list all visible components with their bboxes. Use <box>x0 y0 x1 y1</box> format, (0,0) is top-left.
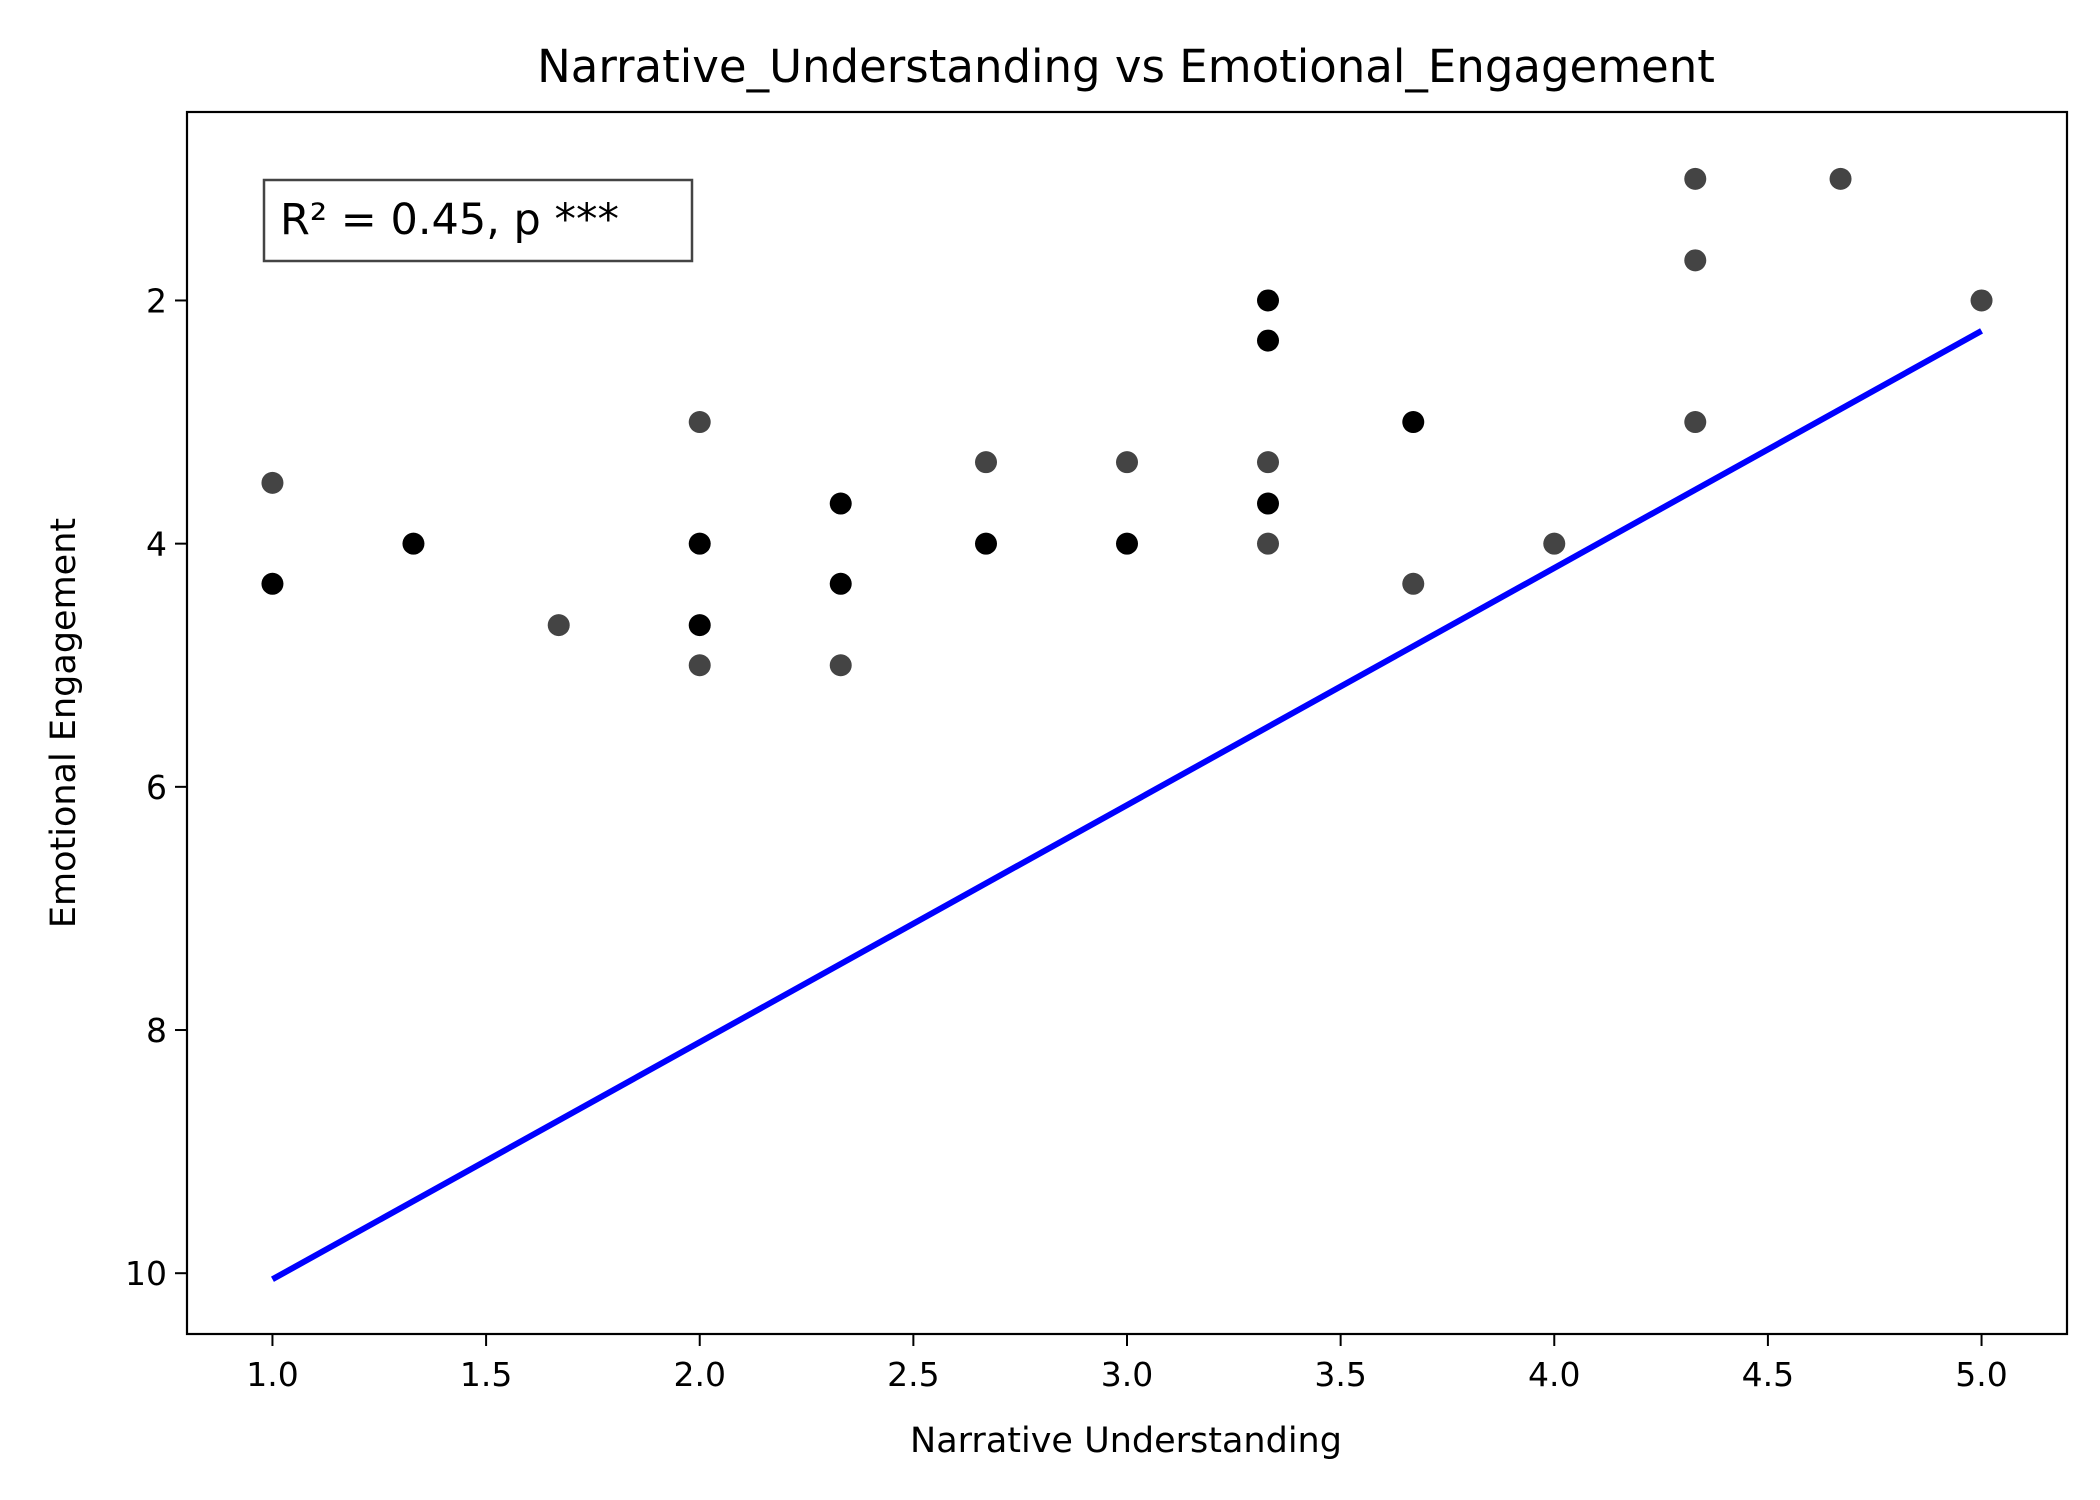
y-tick-label: 2 <box>146 281 167 320</box>
data-point <box>1970 289 1993 312</box>
plot-area <box>185 110 2069 1336</box>
x-tick-label: 1.0 <box>246 1355 298 1394</box>
data-point <box>1543 532 1566 555</box>
data-point <box>1257 451 1279 474</box>
y-tick-label: 4 <box>146 525 167 564</box>
data-point <box>975 451 997 474</box>
y-tick-label: 8 <box>146 1011 167 1050</box>
data-point <box>1402 411 1425 434</box>
data-point <box>1257 492 1279 515</box>
x-axis-ticks: 1.0 1.5 2.0 2.5 3.0 3.5 4.0 4.5 5.0 <box>246 1334 2008 1394</box>
data-point <box>1116 532 1138 555</box>
data-point <box>1257 329 1279 352</box>
x-tick-label: 4.0 <box>1528 1355 1580 1394</box>
annotation-border <box>262 178 694 263</box>
x-axis-label: Narrative Understanding <box>910 1421 1342 1461</box>
data-point <box>1257 289 1279 312</box>
annotation-box: R² = 0.45, p *** <box>262 178 694 263</box>
data-point <box>975 532 997 555</box>
x-tick-label: 2.5 <box>887 1355 939 1394</box>
data-point <box>1257 532 1279 555</box>
data-point <box>1684 249 1707 272</box>
y-axis-ticks: 2 4 6 8 10 <box>125 281 187 1293</box>
data-point <box>402 532 425 555</box>
y-axis-label: Emotional Engagement <box>44 518 84 928</box>
data-point <box>688 654 711 677</box>
x-tick-label: 2.0 <box>673 1355 725 1394</box>
x-tick-label: 4.5 <box>1742 1355 1794 1394</box>
data-point <box>1684 167 1707 190</box>
data-point <box>1684 411 1707 434</box>
data-point <box>1402 572 1425 595</box>
data-point <box>547 614 570 637</box>
data-point <box>261 572 284 595</box>
data-point <box>829 654 852 677</box>
data-point <box>261 471 284 494</box>
chart-title: Narrative_Understanding vs Emotional_Eng… <box>537 40 1715 93</box>
x-tick-label: 3.0 <box>1101 1355 1153 1394</box>
regression-line <box>270 328 1984 1282</box>
data-point <box>829 572 852 595</box>
y-tick-label: 6 <box>146 768 167 807</box>
annotation-text: R² = 0.45, p *** <box>280 195 619 245</box>
regression-line-layer <box>270 328 1984 1282</box>
x-tick-label: 5.0 <box>1955 1355 2007 1394</box>
data-point <box>688 411 711 434</box>
data-point <box>1116 451 1138 474</box>
x-tick-label: 3.5 <box>1314 1355 1366 1394</box>
data-point <box>1829 167 1852 190</box>
data-point <box>688 614 711 637</box>
x-tick-label: 1.5 <box>460 1355 512 1394</box>
y-tick-label: 10 <box>125 1254 167 1293</box>
data-point <box>829 492 852 515</box>
data-point <box>688 532 711 555</box>
scatter-points <box>261 167 1993 677</box>
